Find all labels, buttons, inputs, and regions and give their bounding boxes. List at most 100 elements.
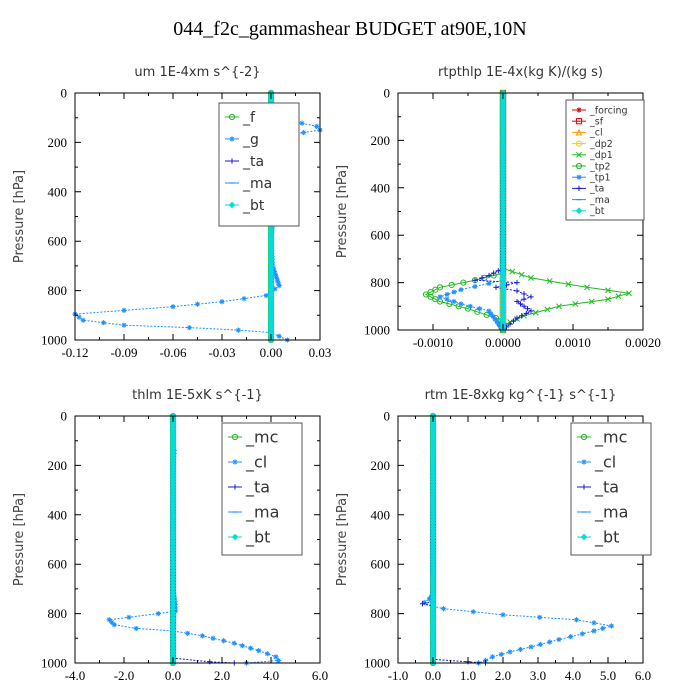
y-tick-label: 800 bbox=[48, 606, 68, 621]
data-point bbox=[486, 280, 492, 286]
series-tp2 bbox=[422, 89, 507, 334]
x-tick-label: 0.00 bbox=[260, 345, 283, 360]
x-tick-label: 0.0020 bbox=[625, 335, 661, 350]
data-point bbox=[275, 280, 281, 286]
y-tick-label: 400 bbox=[371, 507, 391, 522]
y-axis-label: Pressure [hPa] bbox=[12, 170, 27, 263]
data-point bbox=[488, 311, 494, 317]
y-tick-label: 600 bbox=[48, 557, 68, 572]
data-point bbox=[221, 638, 227, 644]
series-bt bbox=[499, 89, 507, 334]
data-point bbox=[427, 293, 434, 300]
chart-panel-1: um 1E-4xm s^{-2} Pressure [hPa] 0 200 400 600… bbox=[12, 65, 331, 360]
y-tick-label: 400 bbox=[371, 180, 391, 195]
data-point bbox=[235, 327, 241, 333]
data-point bbox=[472, 283, 478, 290]
data-point bbox=[199, 633, 205, 639]
data-point bbox=[532, 309, 539, 316]
y-tick-label: 0 bbox=[61, 86, 68, 101]
legend-label: _mc bbox=[245, 428, 278, 448]
data-point bbox=[556, 303, 562, 310]
data-point bbox=[565, 281, 572, 288]
data-point bbox=[608, 623, 615, 629]
legend-label: _ma bbox=[242, 176, 272, 192]
data-point bbox=[492, 316, 498, 322]
data-point bbox=[591, 628, 597, 634]
panel-title: rtm 1E-8xkg kg^{-1} s^{-1} bbox=[425, 388, 617, 403]
y-axis-label: Pressure [hPa] bbox=[335, 493, 350, 586]
data-point bbox=[486, 308, 492, 314]
panel-title: thlm 1E-5xK s^{-1} bbox=[132, 388, 263, 403]
legend-label: _forcing bbox=[589, 105, 628, 116]
data-point bbox=[100, 320, 107, 326]
data-point bbox=[421, 599, 427, 606]
data-point bbox=[121, 307, 127, 313]
data-point bbox=[264, 651, 270, 657]
data-point bbox=[451, 298, 457, 305]
y-tick-label: 200 bbox=[371, 133, 391, 148]
x-tick-label: 1.0 bbox=[460, 668, 476, 683]
data-point bbox=[448, 281, 455, 289]
y-tick-label: 200 bbox=[48, 458, 68, 473]
data-point bbox=[133, 625, 139, 632]
data-point bbox=[489, 654, 496, 660]
legend-marker bbox=[576, 185, 582, 191]
data-point bbox=[544, 306, 551, 313]
data-point bbox=[106, 617, 112, 623]
data-point bbox=[521, 296, 527, 302]
legend-label: _tp2 bbox=[589, 161, 611, 172]
data-point bbox=[301, 129, 307, 136]
legend-label: _ta bbox=[242, 154, 264, 170]
data-point bbox=[219, 299, 225, 305]
data-point bbox=[231, 640, 237, 646]
legend-label: _cl bbox=[594, 453, 616, 473]
x-tick-label: -0.12 bbox=[61, 345, 88, 360]
data-point bbox=[446, 300, 453, 308]
data-point bbox=[514, 288, 520, 294]
data-point bbox=[241, 296, 247, 302]
legend-label: _g bbox=[242, 132, 259, 148]
legend-label: _f bbox=[242, 110, 256, 126]
chart-panel-2: rtpthlp 1E-4x(kg K)/(kg s) Pressure [hPa]… bbox=[335, 65, 661, 350]
legend: _f _g _ta _ma _bt bbox=[218, 102, 300, 227]
panel-title: rtpthlp 1E-4x(kg K)/(kg s) bbox=[438, 65, 603, 80]
x-tick-label: -0.0010 bbox=[413, 335, 453, 350]
data-point bbox=[547, 639, 553, 645]
y-tick-label: 1000 bbox=[41, 333, 67, 348]
data-point bbox=[498, 651, 504, 657]
legend-marker bbox=[575, 207, 583, 215]
data-point bbox=[491, 270, 497, 276]
legend-marker bbox=[581, 484, 587, 490]
x-tick-label: 2.0 bbox=[495, 668, 511, 683]
y-tick-label: 200 bbox=[48, 135, 68, 150]
legend-label: _sf bbox=[589, 117, 604, 128]
data-point bbox=[546, 278, 553, 284]
data-point bbox=[80, 317, 86, 323]
data-point bbox=[263, 292, 269, 299]
data-point bbox=[271, 268, 278, 275]
y-tick-label: 600 bbox=[48, 234, 68, 249]
data-point bbox=[76, 314, 82, 320]
x-tick-label: 0.0 bbox=[425, 668, 441, 683]
data-point bbox=[496, 321, 502, 328]
data-point bbox=[500, 612, 506, 618]
data-point bbox=[514, 298, 520, 305]
legend: _mc _cl _ta _ma _bt bbox=[570, 422, 652, 556]
legend-label: _ta bbox=[594, 478, 619, 498]
data-point bbox=[514, 280, 520, 286]
series-tp1 bbox=[437, 90, 506, 333]
x-tick-label: -0.09 bbox=[110, 345, 137, 360]
data-point bbox=[458, 287, 464, 293]
data-point bbox=[568, 634, 574, 640]
legend-label: _bt bbox=[245, 528, 270, 548]
data-point bbox=[495, 268, 501, 274]
data-point bbox=[507, 649, 513, 655]
data-point bbox=[436, 284, 444, 291]
data-point bbox=[573, 617, 580, 623]
series-line bbox=[474, 93, 533, 331]
chart-panel-4: rtm 1E-8xkg kg^{-1} s^{-1} Pressure [hPa]… bbox=[335, 388, 652, 683]
data-point bbox=[537, 641, 543, 648]
data-point bbox=[477, 306, 483, 312]
y-tick-label: 800 bbox=[371, 606, 391, 621]
